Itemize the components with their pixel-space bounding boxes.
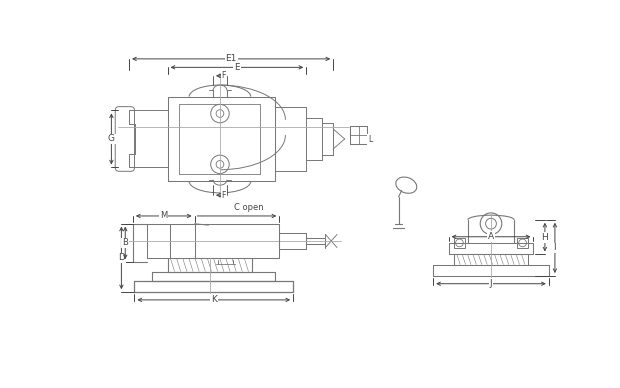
Text: D: D (118, 253, 125, 262)
Text: E: E (234, 63, 240, 72)
Text: G: G (108, 135, 115, 144)
Text: F: F (221, 71, 226, 80)
Text: K: K (211, 295, 217, 305)
Text: F: F (221, 191, 226, 201)
Text: C open: C open (234, 203, 264, 212)
Text: J: J (490, 279, 492, 288)
Text: H: H (541, 233, 548, 242)
Bar (517, 237, 528, 248)
Text: M: M (160, 211, 167, 220)
Text: B: B (122, 238, 128, 248)
Text: A: A (488, 232, 494, 241)
Bar (454, 237, 465, 248)
Text: L: L (368, 135, 372, 144)
Text: E1: E1 (226, 54, 237, 63)
Text: I: I (554, 243, 556, 253)
